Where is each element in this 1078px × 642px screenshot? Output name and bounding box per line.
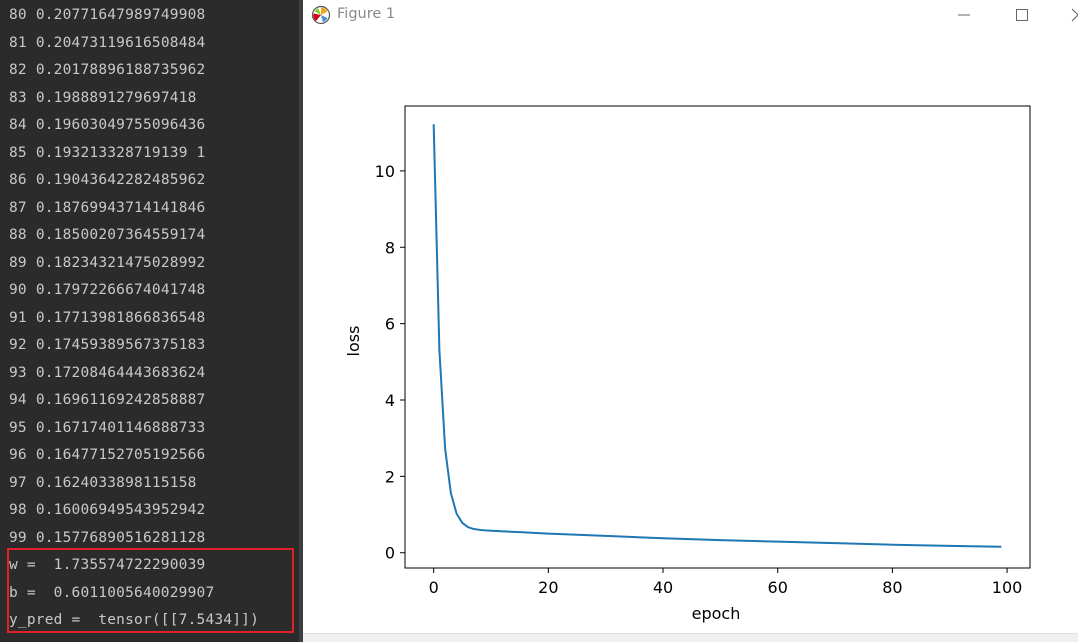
loss-value: 0.17459389567375183 bbox=[35, 337, 206, 353]
y-tick-label: 8 bbox=[385, 238, 395, 257]
loss-value: 0.17713981866836548 bbox=[35, 309, 206, 326]
loss-value: 0.19603049755096436 bbox=[35, 117, 206, 133]
window-titlebar[interactable]: Figure 1 bbox=[303, 0, 1078, 31]
minimize-icon bbox=[958, 14, 970, 16]
maximize-icon bbox=[1016, 9, 1028, 21]
epoch-number: 89 bbox=[9, 254, 27, 271]
terminal-loss-line: 80 0.20771647989749908 bbox=[9, 2, 205, 30]
loss-value: 0.1988891279697418 bbox=[35, 89, 197, 106]
loss-value: 0.17972266674041748 bbox=[35, 282, 206, 298]
epoch-number: 80 bbox=[9, 7, 27, 23]
epoch-number: 94 bbox=[9, 392, 27, 408]
terminal-loss-line: 86 0.19043642282485962 bbox=[9, 167, 205, 195]
terminal-loss-line: 96 0.16477152705192566 bbox=[9, 442, 205, 470]
close-button[interactable] bbox=[1055, 2, 1078, 28]
x-tick-label: 100 bbox=[992, 578, 1023, 597]
loss-value: 0.18500207364559174 bbox=[35, 227, 206, 243]
terminal-loss-line: 83 0.1988891279697418 bbox=[9, 85, 197, 113]
epoch-number: 85 bbox=[9, 144, 27, 161]
loss-value: 0.193213328719139 1 bbox=[35, 144, 206, 161]
axes-frame bbox=[404, 105, 1031, 569]
terminal-loss-line: 85 0.193213328719139 1 bbox=[9, 140, 205, 168]
x-tick-label: 60 bbox=[768, 578, 788, 597]
epoch-number: 83 bbox=[9, 89, 27, 106]
x-tick-label: 20 bbox=[538, 578, 558, 597]
plot-area: 0 20 40 60 80 100 0 2 4 6 8 10 epoch loss bbox=[303, 31, 1078, 633]
maximize-button[interactable] bbox=[999, 2, 1045, 28]
terminal-loss-line: 94 0.16961169242858887 bbox=[9, 387, 205, 415]
loss-chart: 0 20 40 60 80 100 0 2 4 6 8 10 epoch loss bbox=[344, 105, 1031, 623]
loss-value: 0.15776890516281128 bbox=[35, 529, 206, 546]
epoch-number: 81 bbox=[9, 34, 27, 51]
epoch-number: 93 bbox=[9, 364, 27, 381]
result-highlight-box bbox=[7, 548, 294, 633]
terminal-output: 80 0.20771647989749908 81 0.2047311961650… bbox=[0, 0, 299, 642]
loss-value: 0.16477152705192566 bbox=[35, 447, 206, 463]
loss-value: 0.16961169242858887 bbox=[35, 392, 206, 408]
loss-value: 0.20771647989749908 bbox=[35, 7, 206, 23]
epoch-number: 92 bbox=[9, 337, 27, 353]
epoch-number: 98 bbox=[9, 502, 27, 518]
x-tick-label: 80 bbox=[882, 578, 902, 597]
loss-value: 0.18234321475028992 bbox=[35, 254, 206, 271]
terminal-loss-line: 91 0.17713981866836548 bbox=[9, 305, 205, 333]
terminal-loss-line: 98 0.16006949543952942 bbox=[9, 497, 205, 525]
y-tick-label: 4 bbox=[385, 391, 395, 410]
epoch-number: 95 bbox=[9, 419, 27, 436]
result-prediction: y_pred = tensor([[7.5434]]) bbox=[9, 612, 260, 628]
result-weight: w = 1.735574722290039 bbox=[9, 557, 206, 573]
loss-value: 0.17208464443683624 bbox=[35, 364, 206, 381]
epoch-number: 86 bbox=[9, 172, 27, 188]
loss-value: 0.16006949543952942 bbox=[35, 502, 206, 518]
epoch-number: 99 bbox=[9, 529, 27, 546]
terminal-loss-line: 84 0.19603049755096436 bbox=[9, 112, 205, 140]
terminal-loss-line: 93 0.17208464443683624 bbox=[9, 360, 205, 388]
epoch-number: 97 bbox=[9, 474, 27, 491]
figure-window: Figure 1 0 20 40 60 80 100 0 2 4 6 8 10 epoch loss bbox=[303, 0, 1078, 642]
x-tick-label: 40 bbox=[653, 578, 673, 597]
window-title: Figure 1 bbox=[337, 6, 396, 22]
y-tick-label: 6 bbox=[385, 315, 395, 334]
terminal-loss-line: 99 0.15776890516281128 bbox=[9, 525, 205, 553]
terminal-loss-line: 81 0.20473119616508484 bbox=[9, 30, 205, 58]
close-icon bbox=[1071, 8, 1078, 22]
epoch-number: 96 bbox=[9, 447, 27, 463]
terminal-loss-line: 82 0.20178896188735962 bbox=[9, 57, 205, 85]
x-axis-label: epoch bbox=[692, 604, 741, 623]
loss-value: 0.20178896188735962 bbox=[35, 62, 206, 78]
figure-toolbar bbox=[303, 633, 1078, 642]
terminal-loss-line: 95 0.16717401146888733 bbox=[9, 415, 205, 443]
matplotlib-icon bbox=[311, 5, 331, 25]
loss-value: 0.20473119616508484 bbox=[35, 34, 206, 51]
epoch-number: 87 bbox=[9, 199, 27, 216]
loss-value: 0.19043642282485962 bbox=[35, 172, 206, 188]
terminal-loss-line: 97 0.1624033898115158 bbox=[9, 470, 197, 498]
result-bias: b = 0.6011005640029907 bbox=[9, 584, 215, 601]
epoch-number: 88 bbox=[9, 227, 27, 243]
terminal-loss-line: 87 0.18769943714141846 bbox=[9, 195, 205, 223]
y-tick-label: 10 bbox=[375, 162, 395, 181]
minimize-button[interactable] bbox=[941, 2, 987, 28]
terminal-loss-line: 89 0.18234321475028992 bbox=[9, 250, 205, 278]
terminal-loss-line: 90 0.17972266674041748 bbox=[9, 277, 205, 305]
loss-value: 0.16717401146888733 bbox=[35, 419, 206, 436]
epoch-number: 90 bbox=[9, 282, 27, 298]
terminal-loss-line: 88 0.18500207364559174 bbox=[9, 222, 205, 250]
x-tick-label: 0 bbox=[429, 578, 439, 597]
y-tick-label: 2 bbox=[385, 467, 395, 486]
y-axis-label: loss bbox=[344, 326, 363, 357]
loss-value: 0.1624033898115158 bbox=[35, 474, 197, 491]
epoch-number: 91 bbox=[9, 309, 27, 326]
epoch-number: 84 bbox=[9, 117, 27, 133]
epoch-number: 82 bbox=[9, 62, 27, 78]
y-tick-label: 0 bbox=[385, 544, 395, 563]
pane-divider[interactable] bbox=[299, 0, 303, 642]
loss-value: 0.18769943714141846 bbox=[35, 199, 206, 216]
terminal-loss-line: 92 0.17459389567375183 bbox=[9, 332, 205, 360]
loss-series-line bbox=[432, 124, 1002, 548]
